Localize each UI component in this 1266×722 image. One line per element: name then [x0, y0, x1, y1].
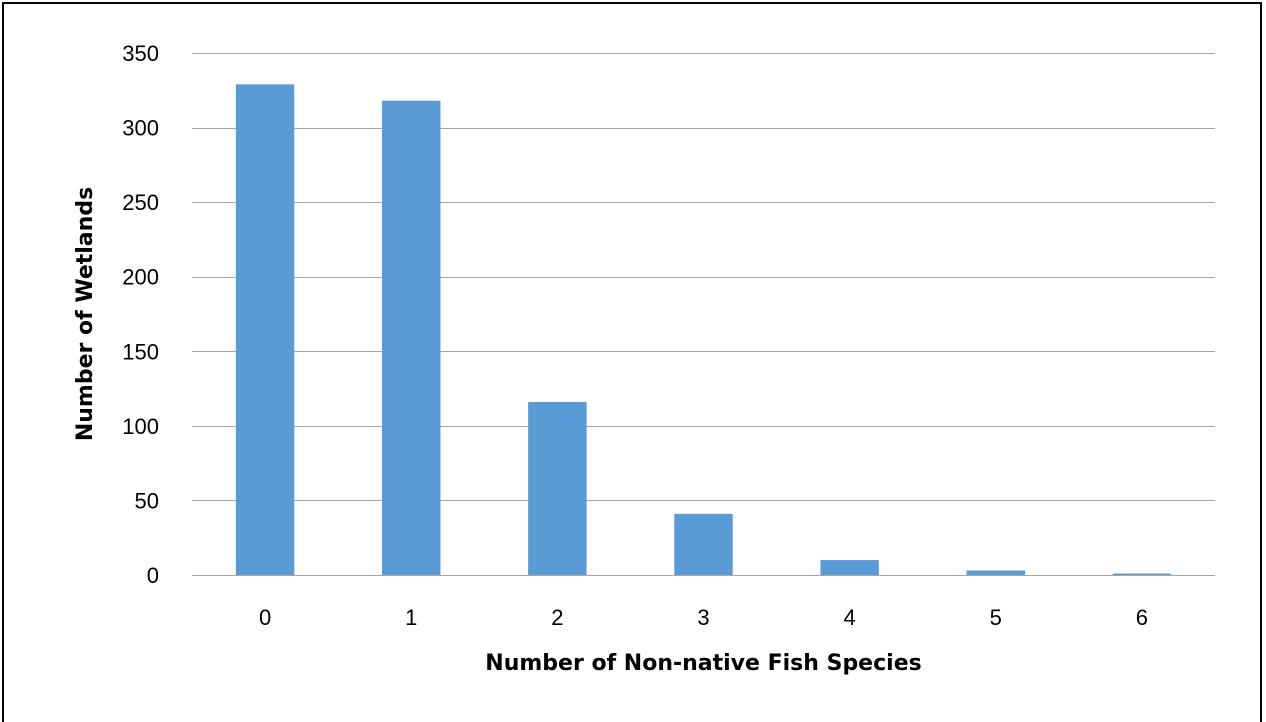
x-tick-labels: 0 1 2 3 4 5 6: [259, 605, 1148, 630]
y-tick-label-100: 100: [122, 414, 159, 439]
bars: [235, 84, 1172, 576]
bar-3: [674, 513, 733, 575]
bar-1: [381, 100, 441, 576]
x-tick-label-1: 1: [405, 605, 417, 630]
bar-5: [966, 570, 1026, 575]
x-axis-title: Number of Non-native Fish Species: [485, 651, 921, 676]
y-tick-label-150: 150: [122, 339, 159, 364]
x-tick-label-6: 6: [1136, 605, 1148, 630]
y-tick-label-0: 0: [147, 563, 159, 588]
x-tick-label-5: 5: [990, 605, 1002, 630]
y-tick-labels: 0 50 100 150 200 250 300 350: [122, 41, 159, 588]
y-tick-label-50: 50: [135, 488, 159, 513]
y-axis-title: Number of Wetlands: [73, 187, 98, 441]
bar-0: [235, 84, 295, 575]
bar-6: [1112, 573, 1172, 575]
x-tick-label-2: 2: [551, 605, 563, 630]
x-tick-label-0: 0: [259, 605, 271, 630]
x-tick-label-4: 4: [844, 605, 856, 630]
gridlines: [192, 53, 1215, 501]
bar-4: [820, 560, 879, 575]
y-tick-label-350: 350: [122, 41, 159, 66]
y-tick-label-300: 300: [122, 116, 159, 141]
y-tick-label-250: 250: [122, 190, 159, 215]
x-tick-label-3: 3: [697, 605, 709, 630]
y-tick-label-200: 200: [122, 265, 159, 290]
bar-2: [528, 401, 587, 575]
